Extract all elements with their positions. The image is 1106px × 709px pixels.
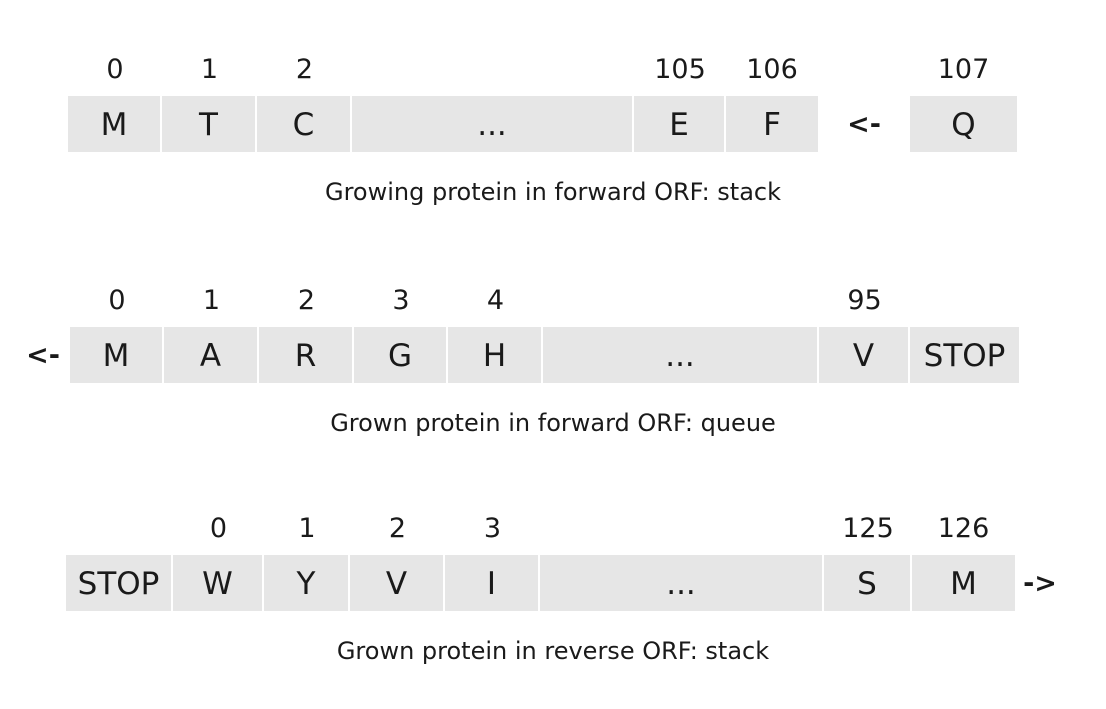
residue-cell: M xyxy=(68,96,162,152)
stop-cell: STOP xyxy=(66,555,173,611)
index-label: 106 xyxy=(746,54,798,85)
diagram-caption: Grown protein in reverse ORF: stack xyxy=(336,637,770,665)
residue-cell: M xyxy=(70,327,164,383)
residue-cell: I xyxy=(445,555,540,611)
index-label: 1 xyxy=(202,285,221,316)
residue-cell: V xyxy=(819,327,910,383)
index-label: 125 xyxy=(842,513,894,544)
index-label: 126 xyxy=(937,513,990,544)
residue-cell: H xyxy=(448,327,543,383)
incoming-residue-cell: Q xyxy=(910,96,1017,152)
index-label: 0 xyxy=(106,54,124,85)
index-label: 3 xyxy=(483,513,502,544)
index-label: 4 xyxy=(486,285,505,316)
index-label: 2 xyxy=(388,513,407,544)
index-label: 3 xyxy=(392,285,410,316)
index-label: 95 xyxy=(847,285,882,316)
stop-cell: STOP xyxy=(910,327,1019,383)
index-label: 2 xyxy=(295,54,314,85)
index-label: 0 xyxy=(108,285,126,316)
residue-cell: W xyxy=(173,555,264,611)
residue-cell: A xyxy=(164,327,259,383)
diagram-caption: Growing protein in forward ORF: stack xyxy=(324,178,782,206)
residue-cell: Y xyxy=(264,555,350,611)
residue-cell: S xyxy=(824,555,912,611)
residue-cell: M xyxy=(912,555,1015,611)
index-label: 1 xyxy=(298,513,316,544)
ellipsis-cell: ... xyxy=(540,555,824,611)
ellipsis-cell: ... xyxy=(543,327,819,383)
index-label: 0 xyxy=(209,513,228,544)
residue-cell: R xyxy=(259,327,354,383)
residue-cell: G xyxy=(354,327,448,383)
ellipsis-cell: ... xyxy=(352,96,634,152)
index-label: 1 xyxy=(200,54,219,85)
dequeue-arrow: <- xyxy=(26,340,60,371)
residue-cell: T xyxy=(162,96,257,152)
push-arrow: <- xyxy=(847,109,881,140)
pop-arrow: -> xyxy=(1023,568,1057,599)
diagram-caption: Grown protein in forward ORF: queue xyxy=(330,409,776,437)
residue-cell: V xyxy=(350,555,445,611)
index-label: 107 xyxy=(937,54,990,85)
residue-cell: F xyxy=(726,96,818,152)
index-label: 105 xyxy=(654,54,706,85)
residue-cell: C xyxy=(257,96,352,152)
index-label: 2 xyxy=(297,285,316,316)
residue-cell: E xyxy=(634,96,726,152)
